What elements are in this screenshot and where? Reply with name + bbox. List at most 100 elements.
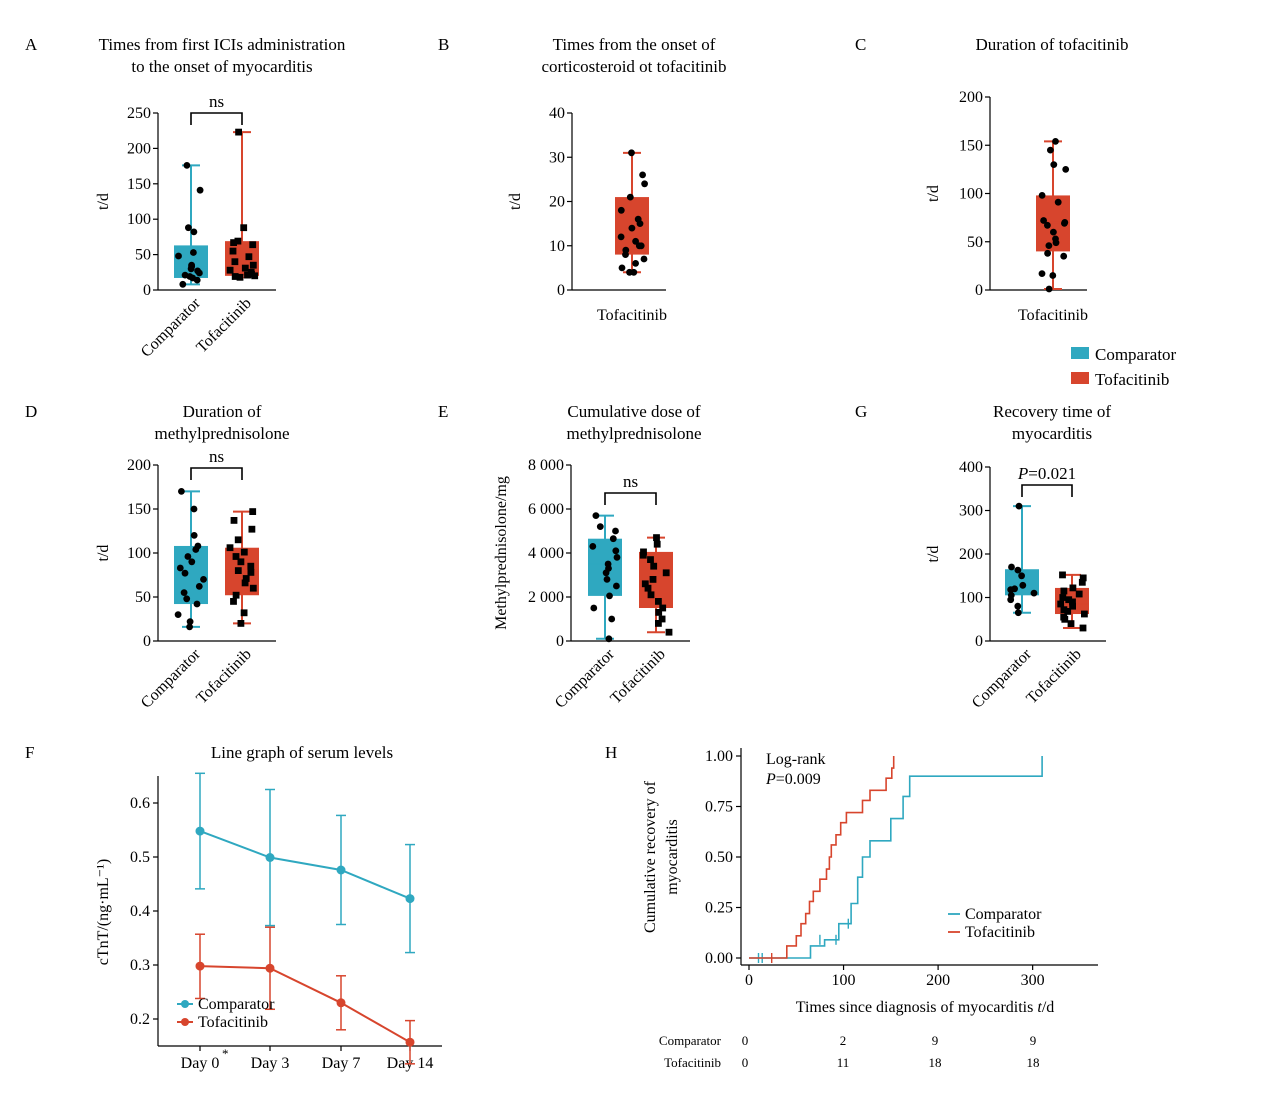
data-point: [174, 611, 182, 618]
data-point: [232, 591, 240, 599]
data-point: [234, 536, 242, 544]
panel-title: Recovery time of: [993, 402, 1111, 421]
data-point: [190, 228, 198, 236]
data-point: [637, 242, 645, 250]
data-point: [1045, 285, 1053, 293]
data-point: [405, 894, 415, 904]
data-point: [613, 582, 620, 590]
data-point: [175, 252, 182, 260]
day0-marker: *: [222, 1046, 229, 1061]
data-point: [1052, 138, 1059, 145]
y-tick-label: 100: [127, 545, 151, 562]
y-tick-label: 100: [959, 590, 983, 607]
data-point: [1069, 598, 1076, 606]
y-axis-label: t/d: [95, 193, 112, 210]
x-tick-label: Comparator: [138, 294, 205, 361]
data-point: [628, 224, 636, 232]
data-point: [1045, 242, 1053, 250]
x-tick-label: Tofacitinib: [193, 646, 254, 707]
data-point: [249, 241, 257, 249]
x-tick-label: Comparator: [552, 645, 619, 712]
data-point: [181, 271, 189, 279]
y-tick-label: 300: [959, 503, 983, 520]
box-iqr: [174, 545, 208, 605]
y-axis-label: Cumulative recovery of: [642, 780, 659, 933]
data-point: [336, 865, 346, 875]
panel-title: Cumulative dose of: [567, 402, 700, 421]
data-point: [647, 556, 654, 563]
data-point: [1014, 602, 1022, 610]
data-point: [183, 595, 191, 603]
data-point: [241, 264, 249, 272]
y-tick-label: 200: [127, 140, 151, 157]
panel-b: B Times from the onset of corticosteroid o…: [438, 35, 727, 324]
data-point: [632, 237, 639, 245]
significance-label: P=0.021: [1017, 464, 1076, 483]
data-point: [641, 180, 648, 188]
data-point: [1019, 581, 1027, 589]
y-tick-label: 20: [549, 194, 565, 211]
data-point: [1015, 502, 1023, 510]
x-tick-label: 0: [745, 972, 753, 989]
data-point: [1069, 584, 1077, 592]
x-axis-label: Times since diagnosis of myocarditis t/d: [796, 999, 1055, 1016]
panel-title: Duration of tofacitinib: [976, 35, 1129, 54]
data-point: [179, 280, 187, 288]
y-axis-label: t/d: [95, 545, 112, 562]
data-point: [608, 615, 616, 623]
box-tofacitinib: [615, 149, 649, 276]
data-point: [1064, 608, 1072, 615]
panel-e: E Cumulative dose of methylprednisolone 0 2 …: [438, 402, 702, 712]
data-point: [229, 247, 237, 255]
panel-title: Times from the onset of: [553, 35, 716, 54]
y-tick-label: 200: [959, 546, 983, 563]
data-point: [405, 1037, 415, 1047]
data-point: [234, 567, 242, 574]
y-tick-label: 0: [975, 633, 983, 650]
data-point: [190, 532, 198, 539]
data-point: [185, 224, 192, 232]
y-tick-label: 2 000: [528, 589, 564, 606]
data-point: [1062, 166, 1070, 173]
x-tick-label: Day 0: [181, 1055, 220, 1072]
significance-bracket: [1021, 484, 1073, 497]
panel-title: Duration of: [183, 402, 262, 421]
risk-value: 0: [742, 1055, 749, 1070]
panel-title: Times from first ICIs administration: [99, 35, 346, 54]
data-point: [644, 584, 652, 592]
data-point: [184, 553, 192, 560]
y-tick-label: 100: [127, 211, 151, 228]
data-point: [1078, 578, 1086, 586]
data-point: [240, 609, 248, 617]
data-point: [242, 575, 250, 582]
series-comparator: [749, 756, 1043, 963]
y-tick-label: 40: [549, 105, 565, 122]
data-point: [1075, 590, 1083, 598]
panel-f: F Line graph of serum levels 0.2 0.3 0.4 0.5 0…: [25, 743, 442, 1072]
data-point: [1011, 585, 1018, 593]
y-axis-label: Methylprednisolone/mg: [493, 476, 510, 630]
y-tick-label: 200: [127, 457, 151, 474]
data-point: [1014, 566, 1022, 574]
data-point: [634, 215, 642, 223]
group-legend: Comparator Tofacitinib: [1071, 345, 1177, 389]
data-point: [659, 604, 667, 612]
data-point: [226, 544, 234, 552]
data-point: [241, 579, 249, 587]
data-point: [1060, 252, 1068, 260]
panel-g: G Recovery time of myocarditis 0 100 200 300 40…: [855, 402, 1111, 712]
data-point: [603, 576, 611, 583]
panel-letter: C: [855, 35, 866, 54]
data-point: [655, 598, 662, 605]
data-point: [194, 267, 202, 275]
data-point: [236, 273, 244, 281]
data-point: [195, 583, 203, 590]
box-tofacitinib: [639, 534, 673, 636]
data-point: [617, 233, 625, 241]
y-tick-label: 0: [556, 633, 564, 650]
data-point: [617, 206, 625, 214]
panel-a: A Times from first ICIs administration to …: [25, 35, 346, 361]
series-line: [199, 965, 411, 1044]
